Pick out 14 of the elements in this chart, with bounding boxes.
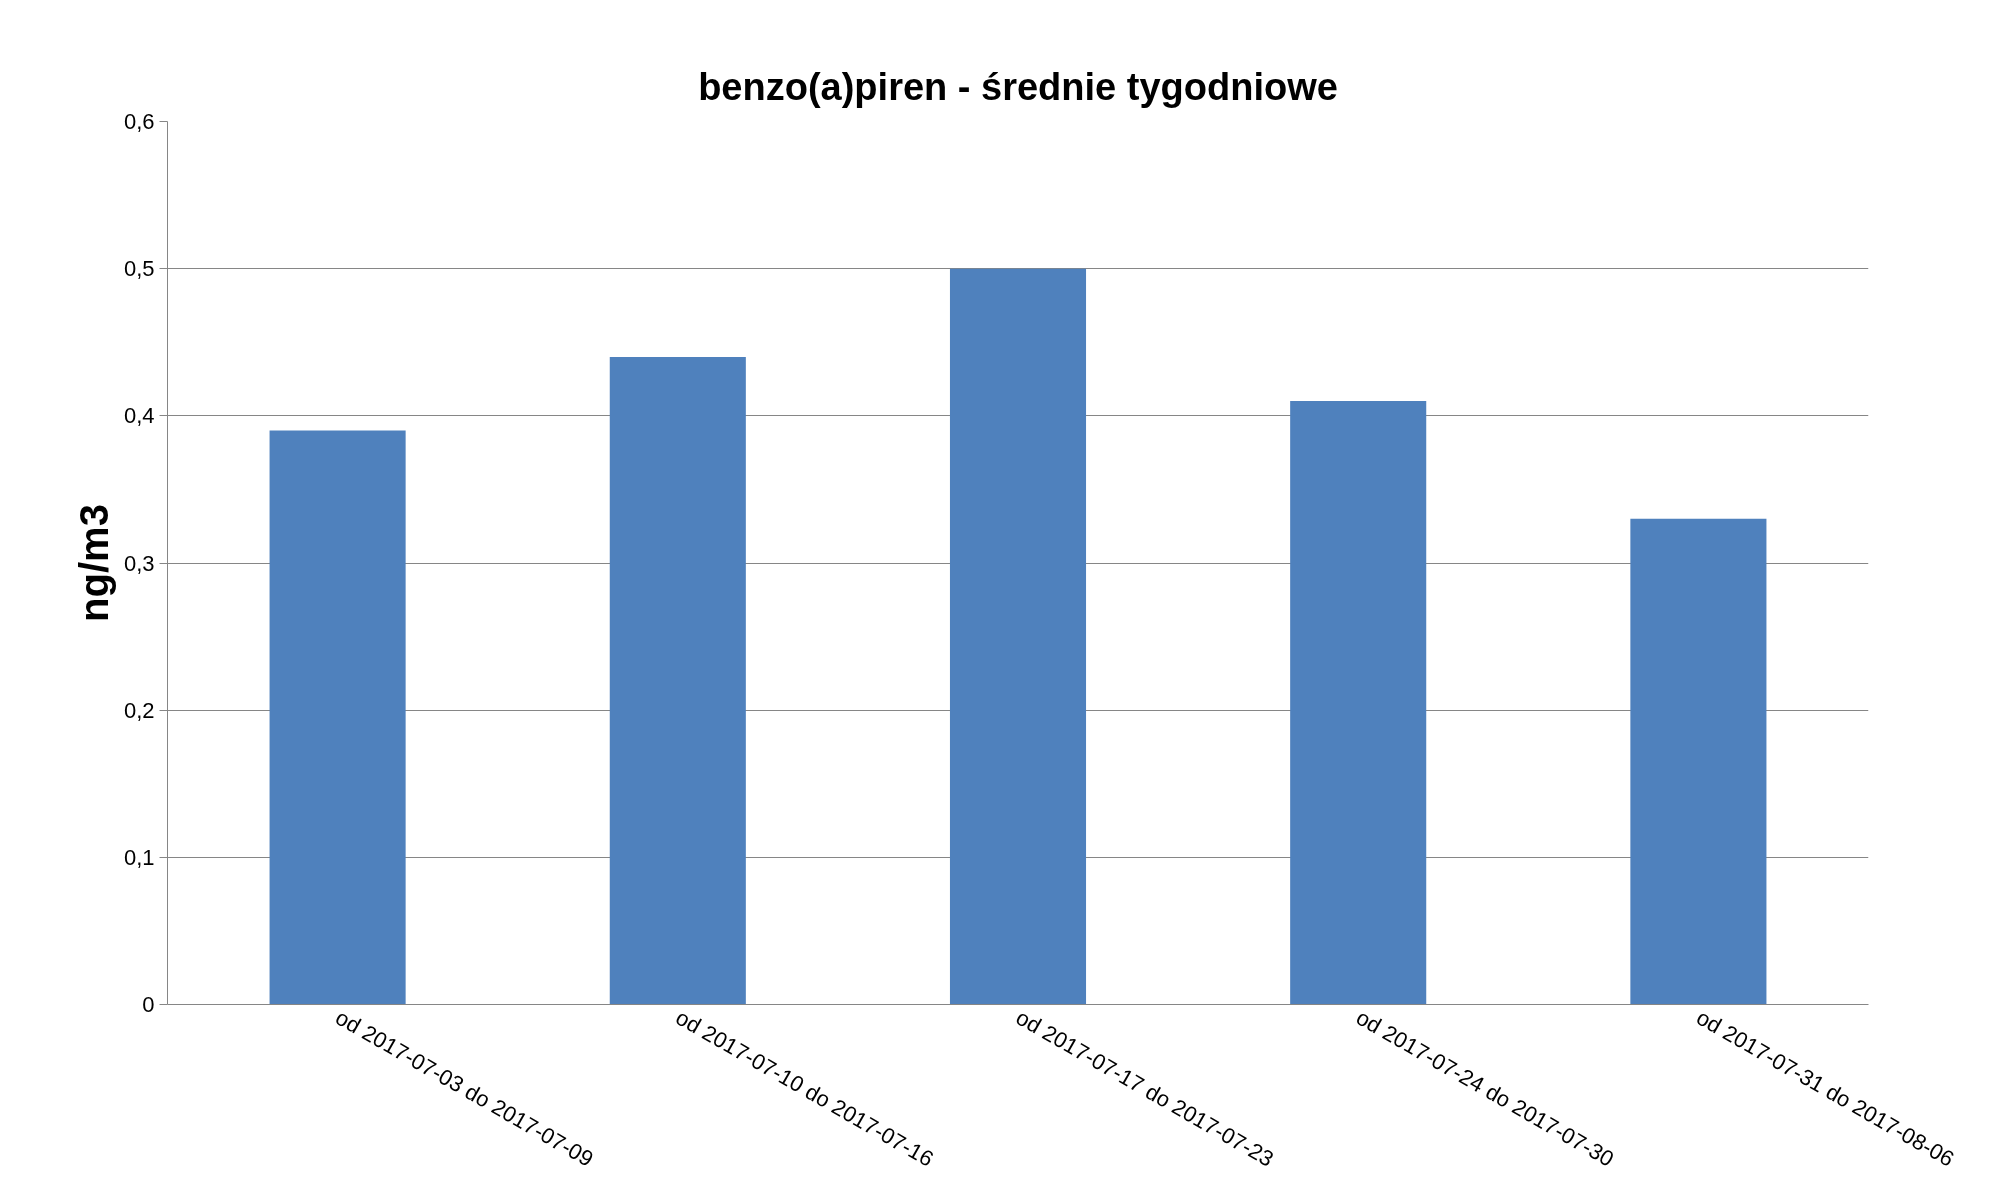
bar [269,430,406,1005]
chart-title: benzo(a)piren - średnie tygodniowe [698,65,1338,108]
bar [949,268,1087,1005]
y-tick-label: 0,5 [123,256,155,282]
bar [609,356,746,1005]
y-tick-label: 0,3 [123,550,155,576]
bar [1290,401,1427,1005]
y-tick-label: 0,6 [123,109,155,134]
bar [1630,518,1767,1005]
y-axis-title: ng/m3 [71,504,116,622]
y-tick-label: 0,4 [123,403,155,429]
y-tick-label: 0 [142,992,155,1017]
y-tick-label: 0,1 [123,844,155,870]
y-tick-label: 0,2 [123,697,155,723]
